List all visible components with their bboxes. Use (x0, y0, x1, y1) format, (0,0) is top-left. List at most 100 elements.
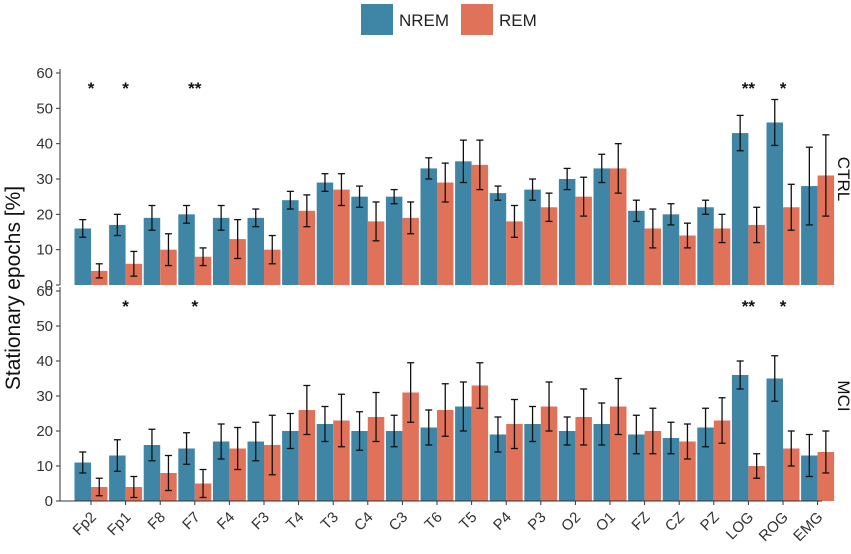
x-tick-label: F7 (179, 509, 203, 533)
bar-mci-nrem-fz (628, 434, 645, 501)
x-tick-label: Fp2 (70, 509, 100, 539)
significance-marker: * (191, 297, 198, 316)
significance-marker: * (780, 297, 787, 316)
bar-mci-nrem-c3 (385, 431, 403, 501)
bar-ctrl-nrem-fz (628, 210, 645, 285)
bar-ctrl-rem-fz (644, 228, 662, 285)
bar-ctrl-rem-f3 (264, 249, 281, 285)
y-tick-label: 50 (36, 318, 53, 335)
x-tick-label: PZ (697, 509, 723, 535)
bar-ctrl-nrem-f3 (247, 217, 264, 285)
y-tick-label: 0 (45, 493, 53, 510)
bar-mci-nrem-t6 (420, 427, 437, 501)
bar-ctrl-rem-c4 (367, 221, 385, 285)
bar-ctrl-rem-p4 (506, 221, 523, 285)
bar-ctrl-nrem-f4 (212, 217, 230, 285)
y-tick-label: 10 (36, 242, 53, 259)
bar-mci-rem-o1 (610, 406, 627, 501)
bar-ctrl-nrem-pz (697, 207, 714, 285)
x-tick-label: F8 (145, 509, 169, 533)
x-tick-label: F3 (248, 509, 272, 533)
bar-ctrl-rem-log (748, 224, 765, 285)
bar-mci-nrem-rog (766, 378, 783, 501)
bar-ctrl-nrem-f8 (143, 217, 161, 285)
bar-mci-rem-t3 (333, 420, 350, 501)
y-tick-label: 0 (45, 277, 53, 294)
x-tick-label: Fp1 (104, 509, 134, 539)
bar-ctrl-rem-rog (783, 207, 800, 285)
bar-mci-rem-log (748, 466, 765, 501)
y-tick-label: 40 (36, 136, 53, 153)
bar-ctrl-nrem-cz (662, 214, 680, 285)
bar-mci-nrem-fp1 (109, 455, 126, 501)
legend-swatch-rem (461, 4, 493, 35)
bar-mci-rem-p3 (540, 406, 558, 501)
bar-mci-nrem-f3 (247, 441, 264, 501)
x-axis: Fp2 Fp1 F8 F7 F4 F3 T4 T3 C4 C3 T6 T5 P4 P3 O2 O1 FZ CZ PZ… (60, 500, 826, 545)
x-tick-label: P4 (490, 509, 515, 534)
bar-ctrl-nrem-o1 (593, 168, 610, 285)
x-tick-label: T6 (421, 509, 445, 533)
significance-marker: * (780, 79, 787, 98)
significance-marker: ** (742, 79, 756, 98)
bar-mci-nrem-cz (662, 438, 680, 501)
bar-mci-nrem-log (731, 375, 749, 501)
x-tick-label: F4 (214, 509, 238, 533)
y-tick-label: 40 (36, 353, 53, 370)
bar-mci-nrem-o2 (558, 431, 576, 501)
y-tick-label: 50 (36, 100, 53, 117)
y-axis-label: Stationary epochs [%] (2, 186, 25, 390)
bar-mci-rem-c3 (402, 392, 419, 501)
bar-ctrl-rem-f4 (229, 239, 246, 285)
panel-label-mci: MCI (834, 380, 851, 411)
y-tick-label: 20 (36, 423, 53, 440)
bar-mci-rem-f4 (229, 448, 246, 501)
significance-marker: * (122, 79, 129, 98)
x-tick-label: T5 (456, 509, 480, 533)
x-tick-label: EMG (790, 509, 826, 545)
bar-ctrl-nrem-f7 (178, 214, 195, 285)
significance-marker: * (122, 297, 129, 316)
bar-ctrl-rem-c3 (402, 217, 419, 285)
y-tick-label: 30 (36, 388, 53, 405)
bar-mci-nrem-p4 (489, 434, 507, 501)
bar-ctrl-rem-f7 (194, 256, 212, 285)
bar-mci-nrem-p3 (524, 424, 541, 501)
bar-ctrl-nrem-t3 (316, 182, 334, 285)
bar-mci-rem-c4 (367, 417, 385, 501)
bar-ctrl-nrem-rog (766, 122, 783, 285)
x-tick-label: FZ (628, 509, 653, 534)
bar-ctrl-rem-t5 (471, 164, 489, 285)
bar-mci-rem-o2 (575, 417, 592, 501)
bar-ctrl-rem-p3 (540, 207, 558, 285)
x-tick-label: C4 (351, 509, 377, 535)
bar-mci-rem-t5 (471, 385, 489, 501)
bar-ctrl-nrem-emg (801, 186, 818, 285)
bar-mci-rem-t6 (437, 410, 454, 501)
bar-ctrl-nrem-t4 (282, 200, 299, 285)
bar-mci-rem-cz (679, 441, 696, 501)
bar-ctrl-rem-pz (713, 228, 731, 285)
significance-marker: ** (188, 79, 202, 98)
bar-mci-nrem-f8 (143, 445, 161, 501)
bar-mci-rem-t4 (298, 410, 316, 501)
bar-ctrl-nrem-t6 (420, 168, 437, 285)
bar-mci-nrem-c4 (351, 431, 368, 501)
y-tick-label: 20 (36, 206, 53, 223)
bar-ctrl-rem-t3 (333, 189, 350, 285)
bar-mci-nrem-fp2 (74, 462, 91, 501)
bar-ctrl-nrem-c3 (385, 196, 403, 285)
bar-ctrl-rem-cz (679, 235, 696, 285)
legend-label-rem: REM (499, 11, 537, 30)
bar-ctrl-nrem-fp1 (109, 224, 126, 285)
bar-mci-nrem-emg (801, 455, 818, 501)
bar-mci-rem-emg (817, 452, 835, 501)
x-tick-label: O2 (558, 509, 584, 535)
x-tick-label: T3 (318, 509, 342, 533)
bar-ctrl-nrem-p4 (489, 193, 507, 285)
y-tick-label: 60 (36, 65, 53, 82)
bar-mci-rem-fz (644, 431, 662, 501)
